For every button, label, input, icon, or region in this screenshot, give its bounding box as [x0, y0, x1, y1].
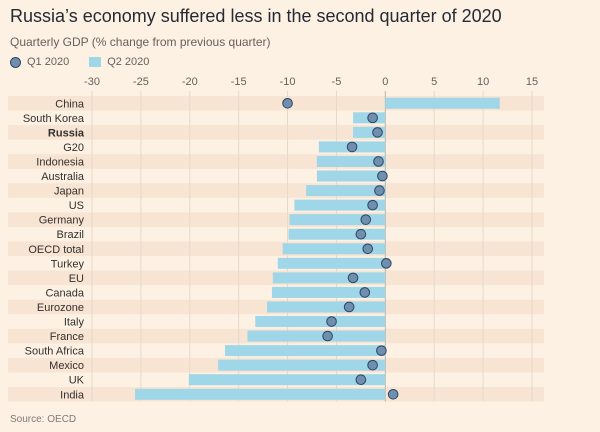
q2-bar [316, 155, 386, 167]
q2-bar [306, 185, 386, 197]
q2-bar [271, 286, 386, 298]
x-tick-label: 0 [382, 76, 388, 88]
x-tick-label: 15 [526, 76, 538, 88]
x-tick-label: -30 [84, 76, 100, 88]
q1-dot [367, 199, 378, 211]
q2-bar [294, 199, 386, 211]
category-label: South Africa [25, 346, 85, 358]
q1-dot [355, 374, 367, 386]
q2-bar [267, 301, 386, 313]
row-band [8, 125, 544, 140]
q1-dot [322, 330, 333, 342]
category-label: EU [69, 273, 84, 285]
category-label: Australia [41, 171, 85, 183]
q2-bar [188, 374, 386, 386]
category-label: Russia [48, 127, 85, 139]
q1-dot [376, 345, 387, 356]
q2-bar [289, 214, 386, 226]
q1-dot [282, 97, 293, 109]
q2-bar [135, 388, 386, 400]
category-label: Canada [45, 287, 84, 299]
q2-bar [272, 272, 386, 284]
q1-dot [346, 141, 358, 153]
q1-dot [381, 258, 392, 269]
q1-dot [367, 112, 378, 124]
q1-dot [387, 388, 399, 400]
row-band [8, 183, 544, 198]
x-tick-label: -5 [332, 76, 342, 88]
legend-q1-marker [10, 56, 21, 68]
q2-bar [224, 345, 386, 357]
q1-dot [374, 185, 385, 196]
q2-bar [353, 126, 386, 138]
category-label: Brazil [56, 229, 84, 241]
legend-q2-swatch [89, 57, 102, 67]
q2-bar [385, 97, 500, 109]
q2-bar [247, 330, 386, 342]
category-label: Germany [39, 215, 85, 227]
category-label: Mexico [49, 360, 84, 372]
x-tick-label: 5 [431, 76, 437, 88]
q1-dot [355, 228, 367, 240]
category-label: Turkey [51, 258, 85, 270]
source-note: Source: OECD [10, 414, 77, 425]
q2-bar [282, 243, 386, 255]
x-tick-label: -15 [231, 76, 247, 88]
x-tick-label: -10 [280, 76, 296, 88]
x-tick-label: -20 [182, 76, 198, 88]
legend: Q1 2020 Q2 2020 [10, 56, 149, 68]
x-tick-label: -25 [133, 76, 149, 88]
q1-dot [372, 127, 383, 138]
legend-q1-label: Q1 2020 [27, 56, 70, 68]
chart-subtitle: Quarterly GDP (% change from previous qu… [10, 35, 271, 49]
q2-bar [288, 228, 386, 240]
category-label: Japan [54, 186, 84, 198]
q1-dot [377, 170, 388, 182]
q1-dot [362, 243, 374, 255]
q1-dot [373, 156, 384, 167]
category-label: Italy [64, 317, 85, 329]
q2-bar [316, 170, 386, 182]
q1-dot [343, 301, 355, 313]
category-label: OECD total [28, 244, 84, 256]
category-label: Indonesia [36, 156, 85, 168]
category-label: India [60, 389, 85, 401]
q2-bar [255, 316, 386, 328]
q2-bar [277, 257, 386, 269]
q1-dot [347, 272, 359, 284]
x-tick-label: 10 [477, 76, 489, 88]
row-band [8, 241, 544, 257]
q1-dot [326, 316, 337, 327]
row-band [8, 154, 544, 169]
category-label: South Korea [23, 113, 85, 125]
chart-title: Russia’s economy suffered less in the se… [10, 6, 502, 26]
row-band [8, 212, 544, 227]
q1-dot [367, 359, 378, 371]
category-label: UK [69, 375, 85, 387]
category-label: China [55, 98, 85, 110]
q1-dot [359, 287, 371, 298]
category-label: G20 [63, 142, 84, 154]
category-label: US [69, 200, 84, 212]
legend-q2-label: Q2 2020 [107, 56, 150, 68]
q2-bar [218, 359, 386, 371]
q1-dot [360, 214, 372, 225]
category-label: France [50, 331, 84, 343]
category-label: Eurozone [37, 302, 84, 314]
